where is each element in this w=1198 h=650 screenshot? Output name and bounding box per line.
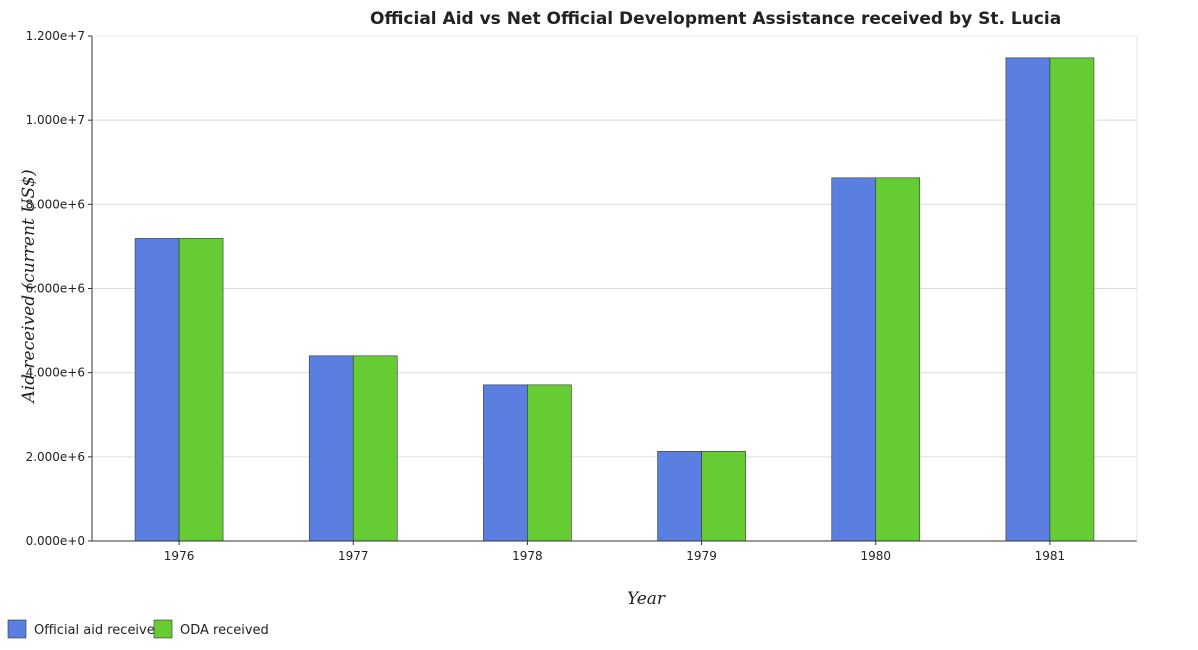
chart-title: Official Aid vs Net Official Development… <box>370 9 1061 29</box>
x-tick-label: 1976 <box>164 549 195 563</box>
x-tick-label: 1979 <box>686 549 717 563</box>
x-tick-label: 1977 <box>338 549 369 563</box>
y-tick-label: 4.000e+6 <box>26 366 85 380</box>
bar-oda-1978 <box>527 384 572 542</box>
x-tick-labels: 1976 1977 1978 1979 1980 1981 <box>164 541 1065 563</box>
bar-official-aid-1980 <box>831 177 877 542</box>
legend-swatch <box>7 619 27 639</box>
bar-oda-1980 <box>875 177 921 542</box>
legend: Official aid received ODA received <box>7 619 269 639</box>
legend-label: ODA received <box>180 623 269 638</box>
y-tick-labels: 0.000e+0 2.000e+6 4.000e+6 6.000e+6 8.000e+6… <box>26 29 92 548</box>
y-tick-label: 0.000e+0 <box>26 534 85 548</box>
bar-oda-1979 <box>701 451 746 542</box>
y-axis-label: Aid received (current US$) <box>19 169 39 404</box>
x-tick-label: 1978 <box>512 549 543 563</box>
y-tick-label: 6.000e+6 <box>26 282 85 296</box>
bar-official-aid-1977 <box>308 355 354 542</box>
bar-oda-1976 <box>178 238 224 542</box>
x-axis-label: Year <box>627 589 666 609</box>
gridlines <box>92 35 1137 542</box>
legend-swatch <box>153 619 173 639</box>
bar-official-aid-1976 <box>134 238 180 542</box>
x-tick-label: 1980 <box>860 549 891 563</box>
y-tick-label: 8.000e+6 <box>26 197 85 211</box>
y-tick-label: 2.000e+6 <box>26 450 85 464</box>
bars <box>134 57 1095 542</box>
legend-label: Official aid received <box>34 623 163 638</box>
y-tick-label: 1.000e+7 <box>26 113 85 127</box>
x-tick-label: 1981 <box>1035 549 1066 563</box>
bar-official-aid-1978 <box>483 384 528 542</box>
bar-oda-1977 <box>352 355 398 542</box>
bar-official-aid-1979 <box>657 451 702 542</box>
bar-oda-1981 <box>1049 57 1095 542</box>
y-tick-label: 1.200e+7 <box>26 29 85 43</box>
bar-official-aid-1981 <box>1005 57 1051 542</box>
